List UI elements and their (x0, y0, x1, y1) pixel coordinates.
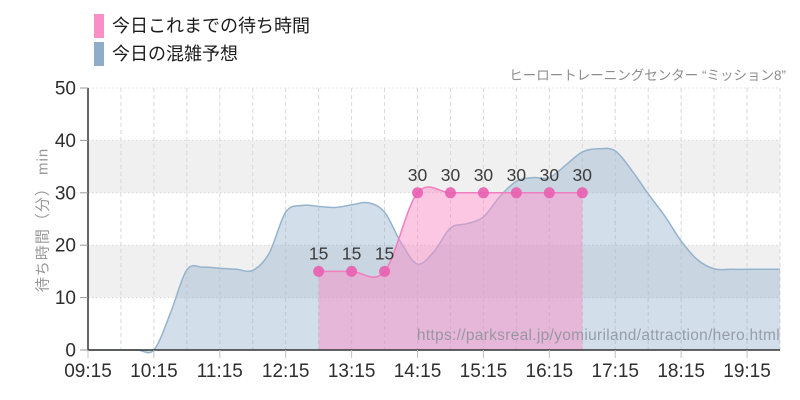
x-tick-label: 18:15 (657, 361, 705, 382)
x-tick-label: 17:15 (591, 361, 639, 382)
data-point-label: 30 (507, 165, 527, 185)
attraction-title: ヒーロートレーニングセンター “ミッション8” (509, 68, 786, 83)
x-tick-label: 11:15 (197, 361, 243, 382)
data-point-marker[interactable] (444, 187, 456, 199)
x-tick-label: 12:15 (262, 361, 310, 382)
data-point-label: 15 (309, 243, 328, 263)
data-point-marker[interactable] (477, 187, 489, 199)
data-point-label: 15 (375, 243, 394, 263)
y-tick-label: 20 (55, 236, 76, 257)
data-point-label: 30 (573, 165, 593, 185)
y-tick-label: 40 (55, 131, 76, 152)
data-point-label: 15 (342, 243, 361, 263)
forecast-area (88, 148, 780, 353)
data-point-label: 30 (408, 165, 428, 185)
x-tick-label: 10:15 (130, 361, 178, 382)
data-point-marker[interactable] (313, 265, 325, 277)
data-point-label: 30 (441, 165, 461, 185)
legend-swatch-forecast (94, 42, 104, 66)
data-point-marker[interactable] (576, 187, 588, 199)
legend-swatch-actual-wait (94, 14, 104, 38)
grid-band (88, 140, 780, 193)
actual-wait-area (318, 186, 583, 350)
y-tick-label: 0 (65, 341, 76, 362)
data-point-label: 30 (540, 165, 560, 185)
data-point-marker[interactable] (412, 187, 424, 199)
legend-label-actual-wait: 今日これまでの待ち時間 (112, 16, 310, 36)
x-tick-label: 14:15 (394, 361, 442, 382)
watermark-url: https://parksreal.jp/yomiuriland/attract… (416, 327, 780, 344)
data-point-marker[interactable] (543, 187, 555, 199)
data-point-label: 30 (474, 165, 494, 185)
data-point-marker[interactable] (346, 265, 358, 277)
x-tick-label: 09:15 (64, 361, 112, 382)
legend-item-forecast: 今日の混雑予想 (94, 42, 310, 66)
x-tick-label: 19:15 (723, 361, 771, 382)
x-tick-label: 16:15 (526, 361, 574, 382)
y-tick-label: 30 (55, 183, 76, 204)
chart-legend: 今日これまでの待ち時間 今日の混雑予想 (94, 14, 310, 66)
data-point-marker[interactable] (379, 265, 391, 277)
y-tick-label: 10 (55, 288, 76, 309)
legend-item-actual-wait: 今日これまでの待ち時間 (94, 14, 310, 38)
legend-label-forecast: 今日の混雑予想 (112, 44, 238, 64)
x-tick-label: 13:15 (328, 361, 376, 382)
y-tick-label: 50 (55, 79, 76, 100)
x-tick-label: 15:15 (460, 361, 508, 382)
data-point-marker[interactable] (510, 187, 522, 199)
